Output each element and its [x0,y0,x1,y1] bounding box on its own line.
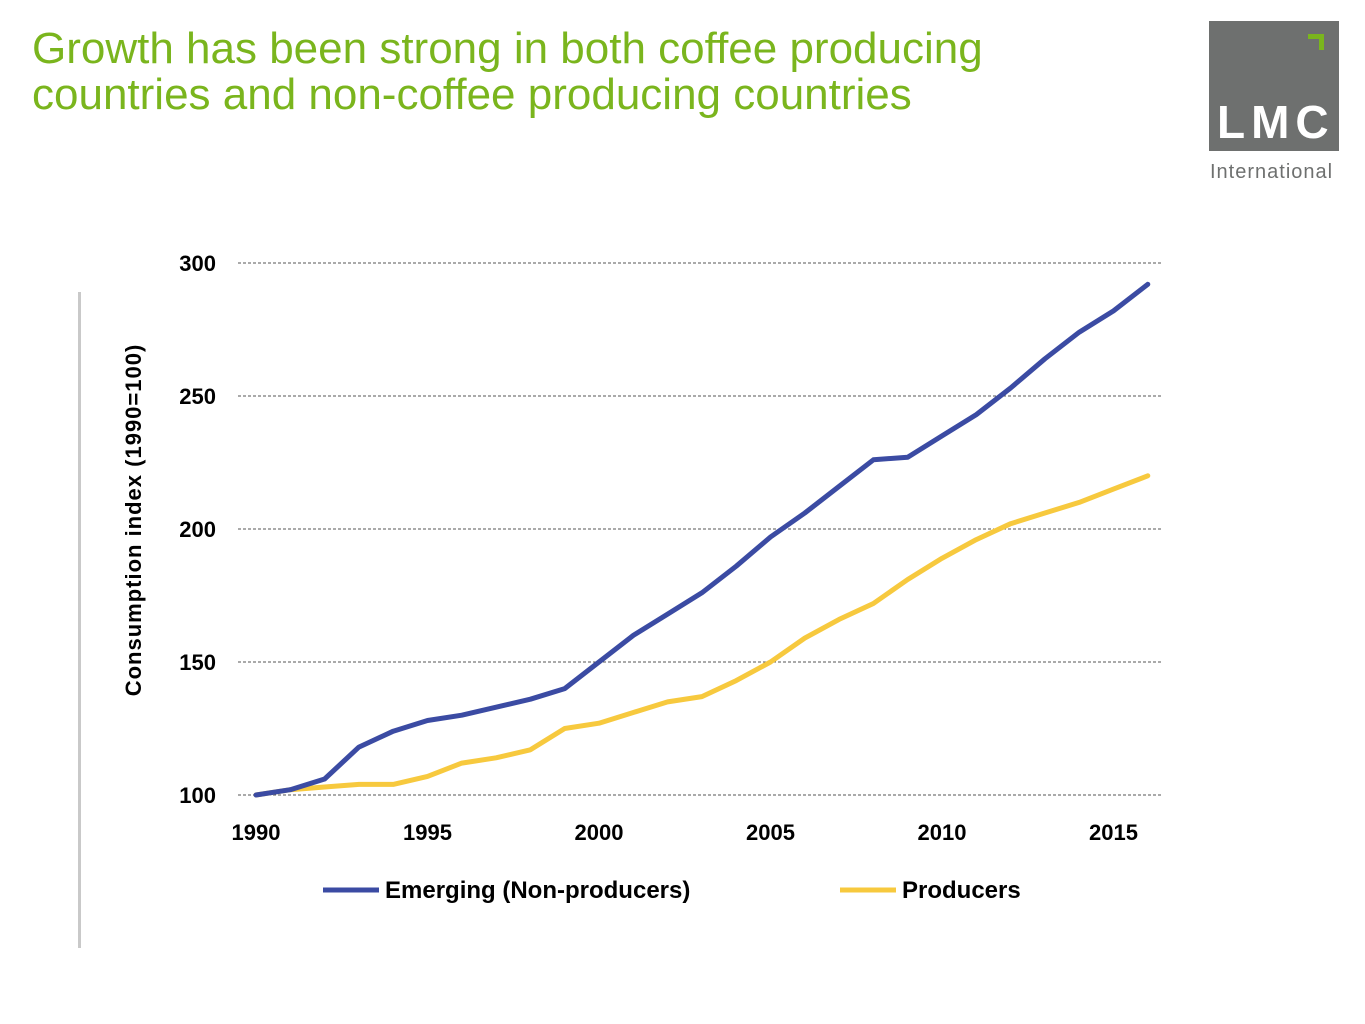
x-tick-label: 2015 [1089,820,1138,845]
series-line-1 [253,473,1151,798]
legend-label-1: Producers [902,877,1021,904]
gridlines [238,262,1163,796]
series-lines [253,281,1151,798]
y-axis-ticks: 100 150 200 250 300 [179,251,216,808]
y-tick-label: 250 [179,384,216,409]
y-tick-label: 200 [179,517,216,542]
x-tick-label: 2010 [918,820,967,845]
series-line-0 [253,281,1151,798]
slide-title: Growth has been strong in both coffee pr… [32,24,983,119]
x-tick-label: 1990 [232,820,281,845]
logo-wordmark: LMC [1217,96,1335,148]
x-tick-label: 2000 [575,820,624,845]
left-divider [78,292,81,948]
x-axis-ticks: 1990 1995 2000 2005 2010 2015 [232,820,1138,845]
logo-box: LMC [1209,21,1339,151]
x-tick-label: 1995 [403,820,452,845]
y-axis-label: Consumption index (1990=100) [121,344,146,697]
y-tick-label: 100 [179,783,216,808]
x-tick-label: 2005 [746,820,795,845]
logo-subtitle: International [1210,161,1334,183]
legend-label-0: Emerging (Non-producers) [385,877,690,904]
lmc-logo: LMC International [1209,21,1339,183]
legend: Emerging (Non-producers) Producers [323,877,1021,904]
y-tick-label: 150 [179,650,216,675]
logo-corner-mark-icon [1308,34,1324,50]
y-tick-label: 300 [179,251,216,276]
